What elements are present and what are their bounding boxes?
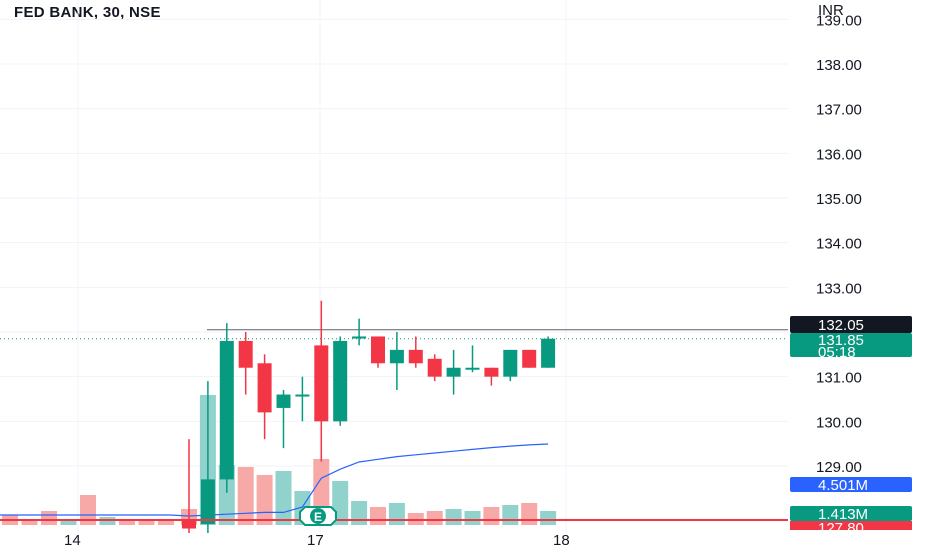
last-price-tag-bg: [790, 333, 912, 357]
volume-tag-text: 1.413M: [818, 506, 868, 523]
candle-body: [465, 367, 480, 370]
volume-bar: [275, 471, 292, 525]
event-marker-circle: [310, 508, 326, 524]
last-price-text: 131.85: [818, 332, 864, 349]
candle-body: [371, 336, 385, 364]
candle-body: [295, 394, 310, 397]
price-tick-label: 129.00: [816, 459, 862, 476]
candle-body: [182, 519, 196, 529]
price-tick-label: 139.00: [816, 12, 862, 29]
volume-bar: [445, 509, 462, 525]
volume-bar: [464, 511, 481, 525]
candle-body: [352, 336, 367, 339]
volume-bar: [237, 467, 254, 525]
volume-bar: [540, 511, 557, 525]
volume-bar: [138, 519, 155, 525]
partial-price-tag: 127.80: [790, 520, 912, 537]
volume-bar: [502, 505, 519, 525]
volume-ma-tag-text: 4.501M: [818, 477, 868, 494]
volume-bar: [119, 519, 135, 525]
candle-body: [238, 340, 253, 368]
price-tick-label: 133.00: [816, 280, 862, 297]
volume-bars: [2, 395, 557, 525]
event-marker-label: E: [314, 510, 322, 524]
candle-body: [314, 345, 329, 422]
candle-body: [503, 349, 518, 377]
volume-bar: [370, 507, 386, 525]
price-tick-label: 135.00: [816, 191, 862, 208]
volume-bar: [218, 465, 235, 525]
countdown-text: 05:18: [818, 344, 856, 361]
price-tick-label: 130.00: [816, 414, 862, 431]
volume-bar: [21, 519, 38, 525]
candlesticks[interactable]: [182, 300, 556, 534]
chart-title: FED BANK, 30, NSE: [14, 4, 161, 21]
volume-bar: [60, 519, 77, 525]
volume-bar: [158, 519, 174, 525]
volume-bar: [521, 503, 538, 525]
volume-bar: [80, 495, 96, 525]
candle-body: [522, 349, 537, 368]
high-price-tag-text: 132.05: [818, 317, 864, 334]
candle-body: [427, 358, 442, 377]
time-axis[interactable]: 14 17 18: [64, 532, 570, 549]
candle-body: [541, 338, 556, 368]
volume-bar: [483, 507, 500, 525]
volume-ma-tag: 4.501M: [790, 477, 912, 494]
price-tick-label: 131.00: [816, 370, 862, 387]
volume-bar: [256, 475, 273, 525]
partial-price-tag-bg: [790, 521, 912, 530]
candle-body: [389, 349, 404, 364]
candle-body: [276, 394, 291, 408]
partial-price-tag-text: 127.80: [818, 520, 864, 537]
candle-body: [333, 340, 348, 422]
currency-label: INR: [818, 2, 844, 19]
volume-bar: [41, 511, 57, 525]
time-tick-label: 14: [64, 532, 81, 549]
candle-body: [408, 349, 423, 364]
volume-tag: 1.413M: [790, 506, 912, 523]
volume-bar: [388, 503, 405, 525]
volume-ma-tag-bg: [790, 477, 912, 492]
volume-bar: [426, 511, 443, 525]
price-tick-label: 136.00: [816, 146, 862, 163]
price-tick-label: 137.00: [816, 102, 862, 119]
high-price-tag: 132.05: [790, 316, 912, 334]
candle-body: [200, 479, 215, 525]
volume-ma-path: [0, 443, 549, 517]
high-price-tag-bg: [790, 316, 912, 333]
price-axis[interactable]: 139.00 138.00 137.00 136.00 135.00 134.00 133.…: [816, 12, 862, 476]
grid-lines: [0, 0, 788, 540]
time-tick-label: 17: [307, 532, 324, 549]
volume-bar: [351, 501, 368, 525]
volume-tag-bg: [790, 506, 912, 521]
price-tick-label: 138.00: [816, 57, 862, 74]
candle-body: [257, 363, 272, 413]
candle-body: [219, 340, 234, 480]
candle-body: [446, 367, 461, 377]
last-price-tag: 131.85 05:18: [790, 332, 912, 361]
price-tick-label: 134.00: [816, 236, 862, 253]
volume-ma-line: [0, 443, 549, 517]
candle-body: [484, 367, 499, 377]
time-tick-label: 18: [553, 532, 570, 549]
event-marker[interactable]: E: [299, 506, 337, 526]
